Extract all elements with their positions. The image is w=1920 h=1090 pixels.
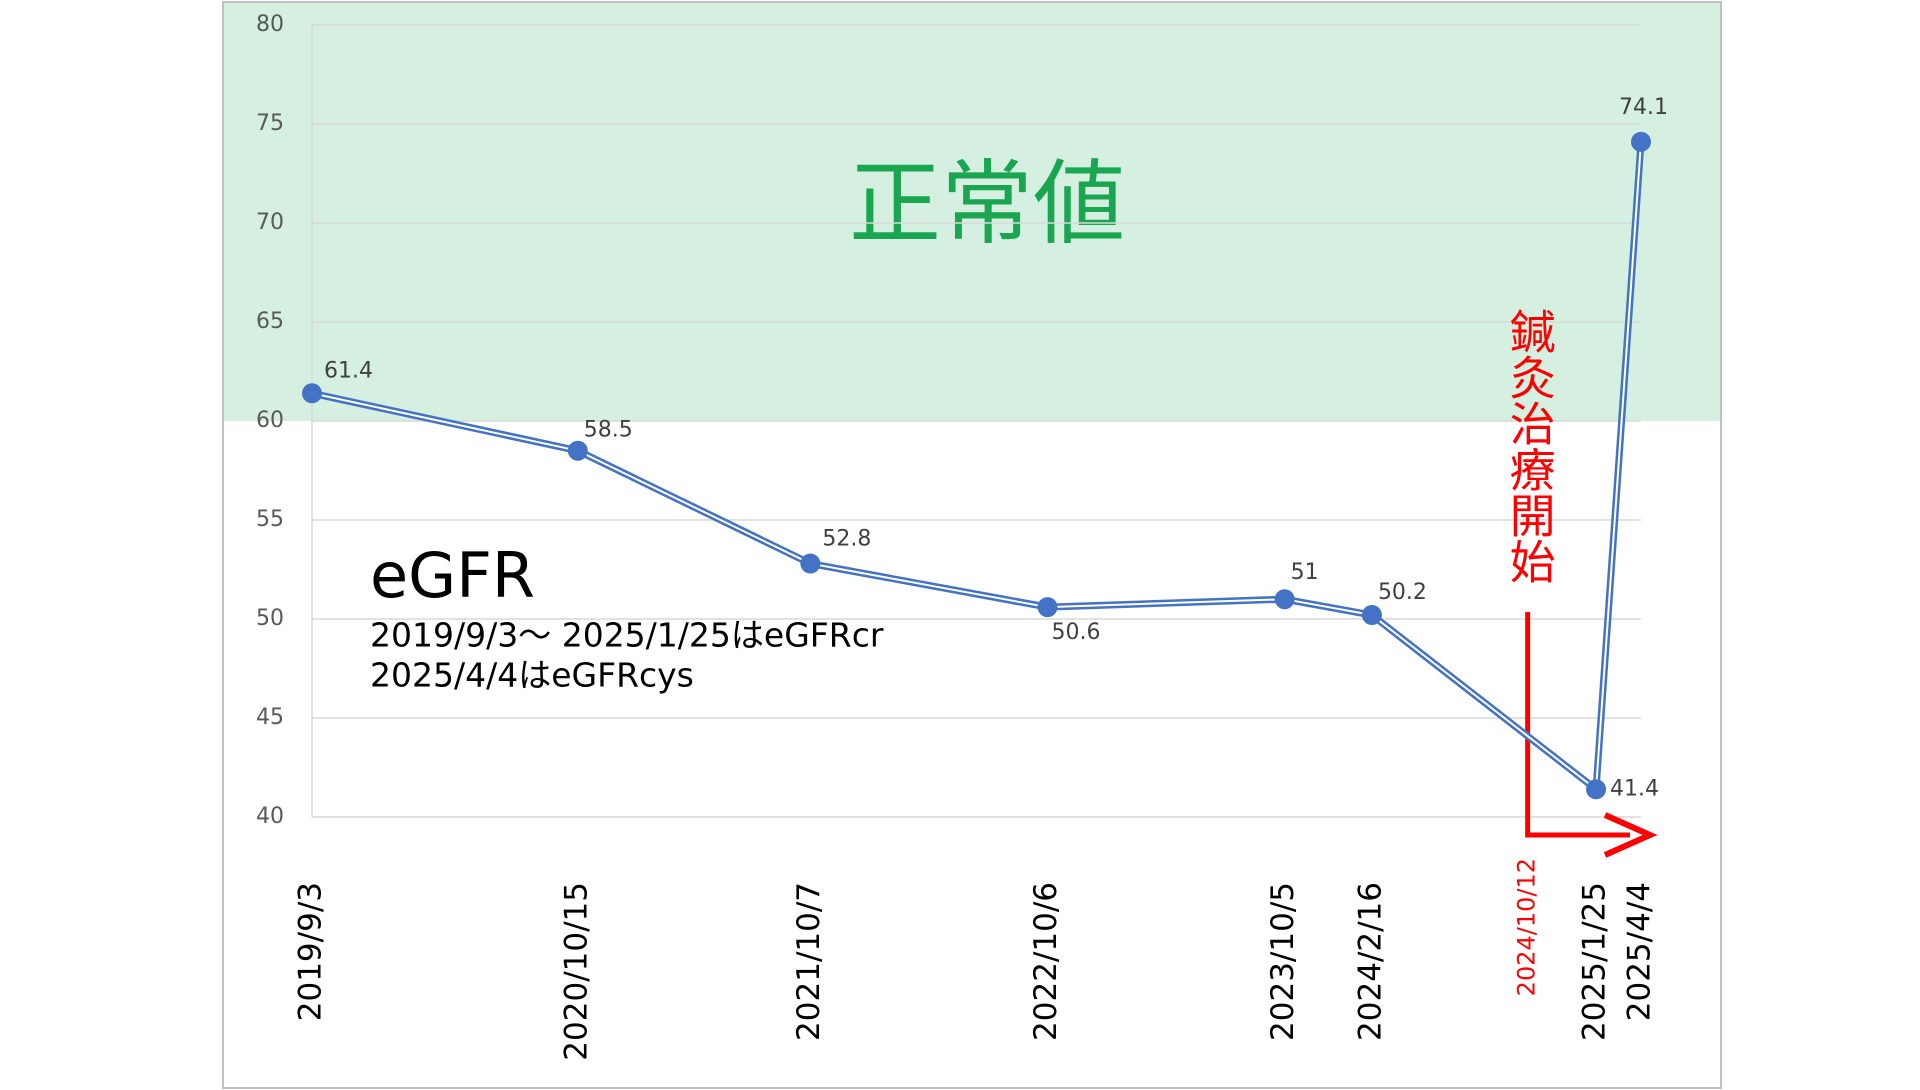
y-tick-label: 80 <box>256 12 284 37</box>
x-tick-label: 2021/10/7 <box>791 882 827 1041</box>
x-tick-label: 2020/10/15 <box>558 882 594 1061</box>
x-tick-label: 2022/10/6 <box>1028 882 1064 1041</box>
data-label: 74.1 <box>1619 95 1668 120</box>
x-tick-label: 2019/9/3 <box>293 882 329 1021</box>
y-tick-label: 40 <box>256 804 284 829</box>
data-label: 52.8 <box>822 527 871 552</box>
data-label: 50.2 <box>1378 580 1427 605</box>
y-tick-label: 55 <box>256 507 284 532</box>
x-tick-label: 2025/4/4 <box>1622 882 1658 1021</box>
y-tick-label: 60 <box>256 408 284 433</box>
data-point <box>800 553 821 574</box>
normal-range-band <box>224 3 1720 421</box>
x-tick-label: 2024/2/16 <box>1352 882 1388 1041</box>
event-arrow <box>1525 612 1630 838</box>
y-tick-label: 50 <box>256 606 284 631</box>
y-tick-label: 75 <box>256 111 284 136</box>
data-label: 50.6 <box>1052 620 1101 645</box>
y-tick-label: 45 <box>256 705 284 730</box>
event-label: 鍼灸治療開始 <box>1503 308 1557 584</box>
y-tick-label: 70 <box>256 210 284 235</box>
data-line-highlight <box>311 141 1642 791</box>
x-tick-label: 2025/1/25 <box>1577 882 1613 1041</box>
data-point <box>1037 597 1058 618</box>
y-tick-label: 65 <box>256 309 284 334</box>
data-label: 41.4 <box>1610 776 1659 801</box>
data-point <box>1586 779 1607 800</box>
series-name: eGFR <box>370 539 535 612</box>
data-point <box>1361 605 1382 626</box>
data-label: 51 <box>1291 560 1319 585</box>
data-point <box>1274 589 1295 610</box>
event-date: 2024/10/12 <box>1513 858 1541 996</box>
note: 2025/4/4はeGFRcys <box>370 656 694 695</box>
data-point <box>302 383 322 404</box>
x-tick-label: 2023/10/5 <box>1265 882 1301 1041</box>
note: 2019/9/3～ 2025/1/25はeGFRcr <box>370 616 884 655</box>
data-label: 58.5 <box>584 418 633 443</box>
normal-range-label: 正常値 <box>849 150 1125 257</box>
event-arrowhead <box>1603 812 1658 858</box>
data-point <box>567 440 588 461</box>
data-point <box>1631 131 1651 152</box>
data-label: 61.4 <box>324 358 373 383</box>
